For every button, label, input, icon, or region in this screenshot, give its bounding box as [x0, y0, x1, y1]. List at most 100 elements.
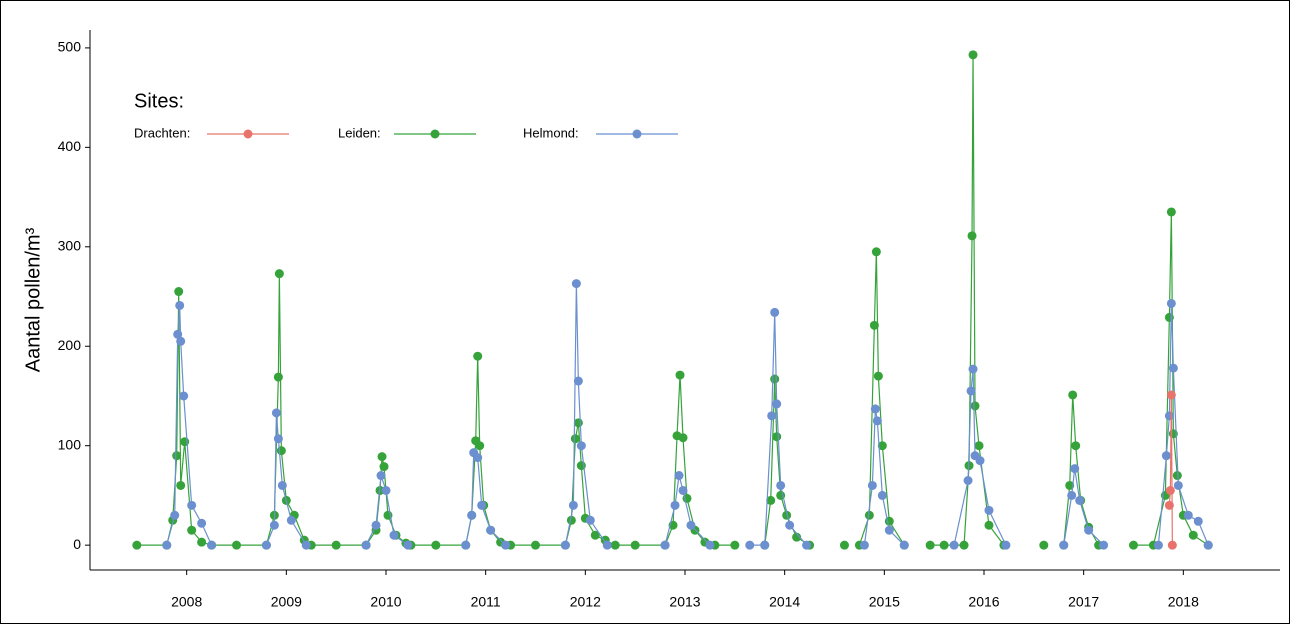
point: [197, 537, 207, 547]
point: [970, 401, 980, 411]
point: [585, 515, 595, 525]
point: [899, 540, 909, 550]
point: [1168, 363, 1178, 373]
point: [884, 525, 894, 535]
point: [361, 540, 371, 550]
point: [573, 418, 583, 428]
point: [1153, 540, 1163, 550]
point: [1039, 540, 1049, 550]
point: [730, 540, 740, 550]
point: [984, 505, 994, 515]
x-tick-label: 2016: [968, 594, 999, 610]
point: [884, 516, 894, 526]
point: [570, 434, 580, 444]
legend: Drachten: Leiden: Helmond:: [134, 125, 678, 140]
point: [473, 453, 483, 463]
point: [331, 540, 341, 550]
point: [770, 374, 780, 384]
x-tick-label: 2013: [669, 594, 700, 610]
point: [670, 500, 680, 510]
point: [1071, 441, 1081, 451]
point: [1067, 490, 1077, 500]
point: [172, 451, 182, 461]
x-tick-label: 2009: [271, 594, 302, 610]
point: [1188, 530, 1198, 540]
point: [1164, 411, 1174, 421]
point: [576, 441, 586, 451]
y-tick-label: 300: [58, 237, 82, 253]
point: [776, 480, 786, 490]
legend-marker: [632, 129, 642, 139]
x-tick-label: 2015: [869, 594, 900, 610]
point: [1203, 540, 1213, 550]
point: [782, 510, 792, 520]
point: [377, 452, 387, 462]
point: [271, 408, 281, 418]
point: [173, 329, 183, 339]
point: [772, 399, 782, 409]
point: [273, 434, 283, 444]
point: [760, 540, 770, 550]
point: [660, 540, 670, 550]
point: [381, 485, 391, 495]
plot-area: [132, 50, 1213, 550]
point: [1164, 312, 1174, 322]
point: [1166, 207, 1176, 217]
point: [132, 540, 142, 550]
point: [785, 520, 795, 530]
point: [286, 515, 296, 525]
point: [301, 540, 311, 550]
point: [1167, 540, 1177, 550]
point: [501, 540, 511, 550]
point: [477, 500, 487, 510]
point: [566, 515, 576, 525]
x-tick-label: 2018: [1168, 594, 1199, 610]
point: [1165, 485, 1175, 495]
point: [1161, 451, 1171, 461]
point: [431, 540, 441, 550]
point: [839, 540, 849, 550]
point: [966, 386, 976, 396]
point: [467, 510, 477, 520]
point: [877, 441, 887, 451]
y-tick-label: 500: [58, 39, 82, 55]
point: [568, 500, 578, 510]
point: [975, 456, 985, 466]
x-tick-label: 2017: [1068, 594, 1099, 610]
point: [403, 540, 413, 550]
point: [602, 540, 612, 550]
point: [1164, 500, 1174, 510]
point: [1068, 390, 1078, 400]
point: [573, 376, 583, 386]
point: [968, 364, 978, 374]
point: [1070, 464, 1080, 474]
point: [176, 480, 186, 490]
point: [869, 320, 879, 330]
point: [1084, 525, 1094, 535]
point: [1166, 390, 1176, 400]
point: [630, 540, 640, 550]
y-tick-label: 100: [58, 436, 82, 452]
point: [974, 441, 984, 451]
point: [877, 490, 887, 500]
point: [867, 480, 877, 490]
point: [274, 269, 284, 279]
point: [864, 510, 874, 520]
point: [473, 351, 483, 361]
point: [967, 231, 977, 241]
point: [376, 471, 386, 481]
point: [187, 525, 197, 535]
point: [261, 540, 271, 550]
point: [1001, 540, 1011, 550]
y-tick-label: 200: [58, 337, 82, 353]
x-tick-label: 2014: [769, 594, 800, 610]
y-tick-label: 400: [58, 138, 82, 154]
legend-marker: [243, 129, 253, 139]
point: [792, 532, 802, 542]
point: [371, 520, 381, 530]
point: [949, 540, 959, 550]
y-axis-title: Aantal pollen/m³: [22, 227, 44, 372]
point: [984, 520, 994, 530]
